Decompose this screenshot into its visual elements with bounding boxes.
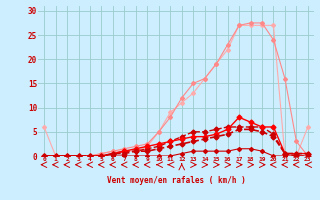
X-axis label: Vent moyen/en rafales ( km/h ): Vent moyen/en rafales ( km/h ) xyxy=(107,176,245,185)
